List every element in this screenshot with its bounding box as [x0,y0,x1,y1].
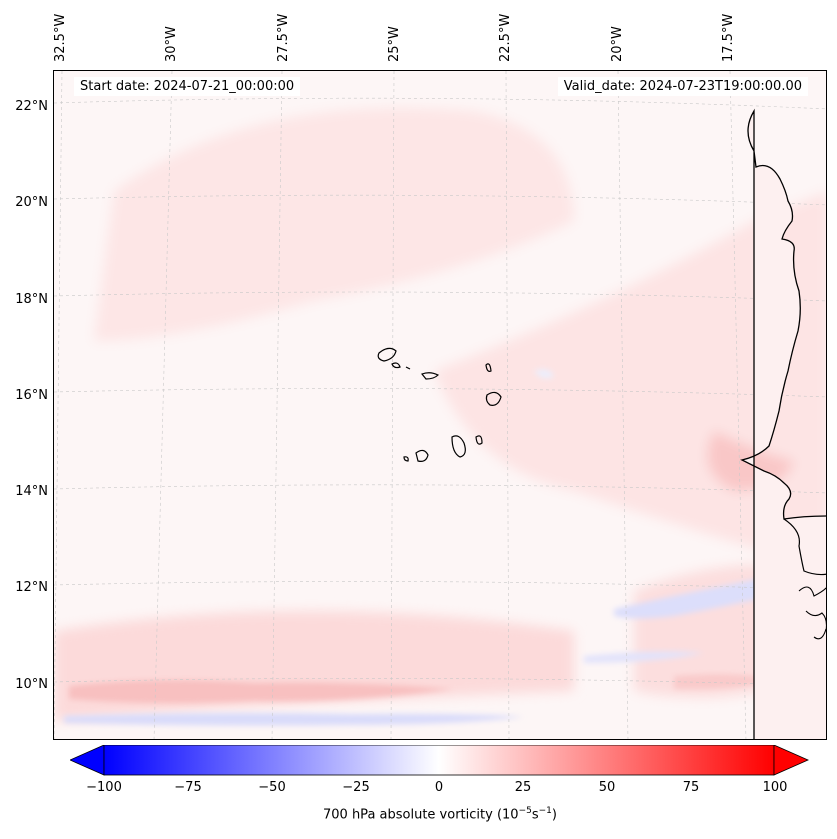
lat-label-18n: 18°N [15,292,48,307]
colorbar-tick-25: 25 [514,780,532,795]
positive-vorticity-regions [54,107,826,721]
map-canvas [54,71,826,739]
lon-label-25w: 25°W [387,26,402,62]
colorbar-gradient [103,745,775,776]
lat-label-20n: 20°N [15,195,48,210]
colorbar-label: 700 hPa absolute vorticity (10−5s−1) [323,806,557,823]
colorbar-tick-100: 100 [762,780,788,795]
lon-label-32-5w: 32.5°W [53,13,68,62]
colorbar-tick-minus-100: −100 [86,780,122,795]
lon-label-20w: 20°W [610,26,625,62]
lat-label-10n: 10°N [15,677,48,692]
colorbar-min-extend [70,745,105,776]
lat-label-22n: 22°N [15,99,48,114]
coastline-bissau-islands [798,586,826,640]
west-africa-coastline [740,108,826,739]
lon-label-22-5w: 22.5°W [498,13,513,62]
graticule [54,71,826,739]
colorbar [70,745,809,776]
colorbar-tick-minus-75: −75 [174,780,202,795]
lat-label-14n: 14°N [15,484,48,499]
lon-label-27-5w: 27.5°W [276,13,291,62]
colorbar-tick-0: 0 [434,780,444,795]
valid-date-label: Valid_date: 2024-07-23T19:00:00.00 [557,77,808,96]
lat-label-12n: 12°N [15,580,48,595]
colorbar-tick-minus-25: −25 [342,780,370,795]
vorticity-map[interactable]: Start date: 2024-07-21_00:00:00 Valid_da… [53,70,827,740]
colorbar-tick-75: 75 [682,780,700,795]
colorbar-tick-50: 50 [598,780,616,795]
coastline-guinea [783,518,826,576]
cape-verde-islands [377,347,502,462]
strong-vorticity-bands [69,674,774,704]
colorbar-max-extend [773,745,809,776]
start-date-label: Start date: 2024-07-21_00:00:00 [74,77,301,96]
lat-label-16n: 16°N [15,388,48,403]
colorbar-tick-minus-50: −50 [258,780,286,795]
lon-label-17-5w: 17.5°W [721,13,736,62]
lon-label-30w: 30°W [164,26,179,62]
